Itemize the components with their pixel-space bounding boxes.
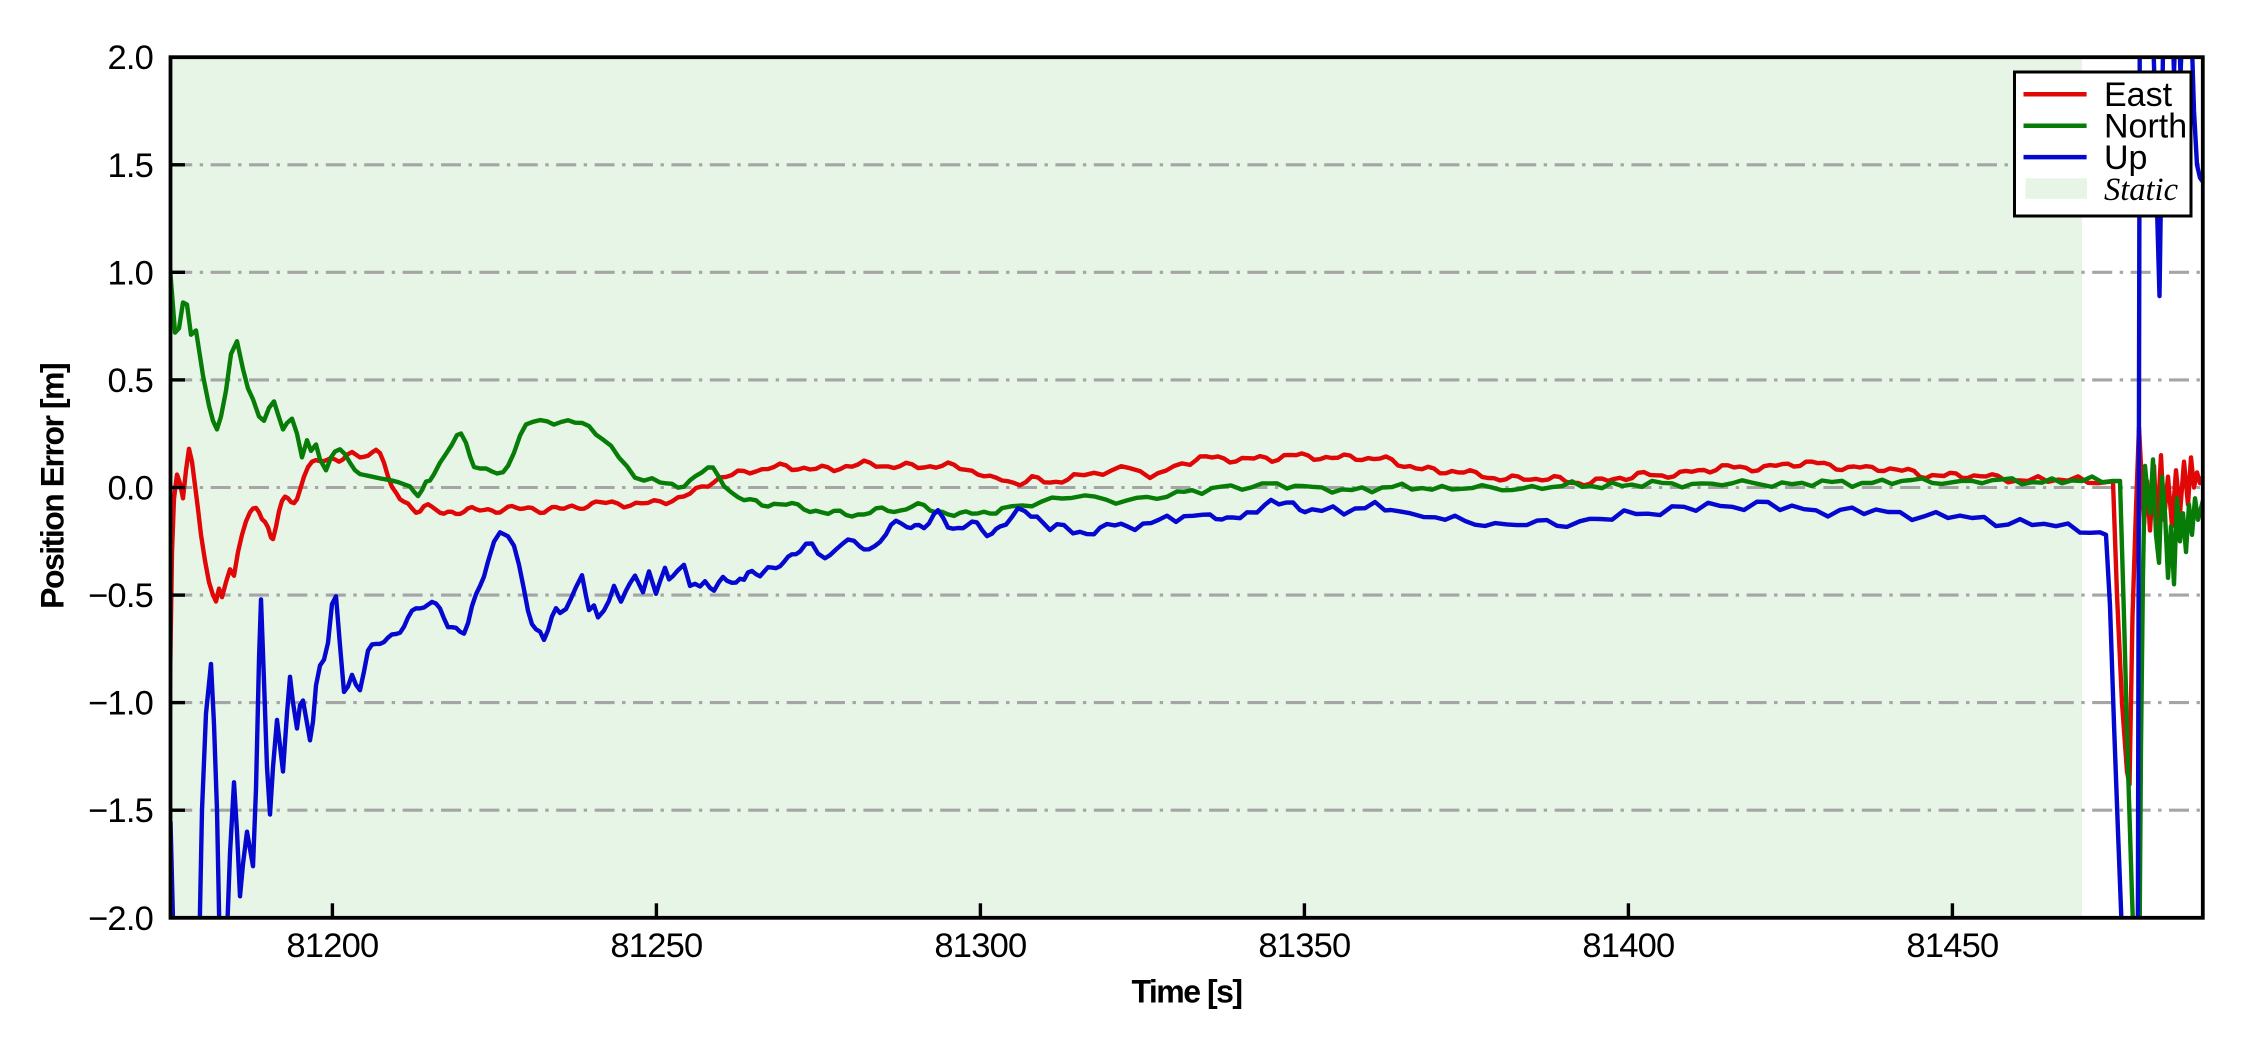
svg-text:81250: 81250 bbox=[610, 927, 702, 965]
svg-text:0.5: 0.5 bbox=[107, 362, 153, 400]
svg-text:81400: 81400 bbox=[1582, 927, 1674, 965]
svg-text:2.0: 2.0 bbox=[107, 39, 153, 77]
svg-text:Static: Static bbox=[2104, 172, 2179, 208]
svg-text:North: North bbox=[2104, 107, 2187, 145]
svg-text:81350: 81350 bbox=[1258, 927, 1350, 965]
svg-text:−1.0: −1.0 bbox=[88, 685, 153, 723]
svg-text:−0.5: −0.5 bbox=[88, 577, 153, 615]
svg-text:−1.5: −1.5 bbox=[88, 792, 153, 830]
svg-text:0.0: 0.0 bbox=[107, 470, 153, 508]
svg-text:1.0: 1.0 bbox=[107, 254, 153, 292]
svg-text:East: East bbox=[2104, 76, 2173, 114]
svg-text:Time [s]: Time [s] bbox=[1131, 974, 1241, 1010]
svg-text:81450: 81450 bbox=[1906, 927, 1998, 965]
svg-text:81300: 81300 bbox=[934, 927, 1026, 965]
svg-text:1.5: 1.5 bbox=[107, 147, 153, 185]
svg-text:81200: 81200 bbox=[286, 927, 378, 965]
svg-text:Position Error [m]: Position Error [m] bbox=[35, 364, 71, 609]
svg-text:−2.0: −2.0 bbox=[88, 900, 153, 938]
svg-text:Up: Up bbox=[2104, 139, 2147, 177]
